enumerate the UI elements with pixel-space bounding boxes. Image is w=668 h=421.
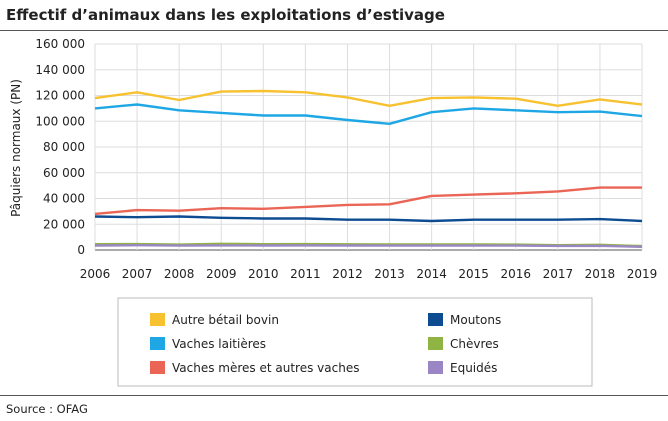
y-tick-label: 120 000	[35, 89, 85, 103]
x-tick-label: 2017	[543, 267, 574, 281]
y-tick-label: 20 000	[43, 217, 85, 231]
x-tick-label: 2018	[585, 267, 616, 281]
legend-swatch	[150, 313, 165, 326]
x-tick-labels: 2006 2007 2008 2009 2010 2011 2012 2013 2014 2015…	[80, 267, 658, 281]
y-tick-label: 40 000	[43, 192, 85, 206]
y-axis-title: Pâquiers normaux (PN)	[9, 79, 23, 217]
legend-label: Moutons	[450, 313, 501, 327]
legend-label: Equidés	[450, 361, 497, 375]
bottom-divider	[0, 395, 668, 396]
series-layer	[94, 89, 643, 248]
series-line-3	[94, 186, 642, 216]
x-tick-label: 2015	[458, 267, 489, 281]
source-note: Source : OFAG	[6, 402, 88, 416]
legend-swatch	[150, 361, 165, 374]
legend-label: Vaches laitières	[172, 337, 266, 351]
legend-label: Vaches mères et autres vaches	[172, 361, 359, 375]
x-tick-label: 2011	[290, 267, 321, 281]
legend-box	[117, 297, 593, 387]
y-tick-label: 0	[77, 243, 85, 257]
series-line-2	[94, 103, 643, 126]
x-tick-label: 2016	[500, 267, 531, 281]
y-tick-label: 80 000	[43, 140, 85, 154]
legend: Autre bétail bovin Vaches laitières Vaches…	[150, 313, 501, 375]
y-tick-label: 100 000	[35, 114, 85, 128]
legend-swatch	[150, 337, 165, 350]
x-tick-label: 2006	[80, 267, 111, 281]
y-tick-label: 60 000	[43, 166, 85, 180]
x-tick-label: 2019	[627, 267, 658, 281]
legend-swatch	[428, 361, 443, 374]
legend-label: Autre bétail bovin	[172, 313, 279, 327]
series-line-1	[94, 89, 643, 108]
y-tick-label: 140 000	[35, 63, 85, 77]
x-tick-label: 2009	[206, 267, 237, 281]
x-tick-label: 2012	[332, 267, 363, 281]
x-tick-label: 2007	[122, 267, 153, 281]
chart-title: Effectif d’animaux dans les exploitation…	[6, 6, 445, 24]
legend-swatch	[428, 313, 443, 326]
y-tick-labels: 0 20 000 40 000 60 000 80 000 100 000 120 000 1…	[35, 37, 85, 257]
x-tick-label: 2014	[416, 267, 447, 281]
x-tick-label: 2013	[374, 267, 405, 281]
legend-swatch	[428, 337, 443, 350]
series-line-6	[94, 243, 643, 248]
series-line-4	[94, 215, 643, 223]
legend-label: Chèvres	[450, 337, 499, 351]
x-tick-label: 2010	[248, 267, 279, 281]
y-tick-label: 160 000	[35, 37, 85, 51]
top-divider	[0, 30, 668, 31]
x-tick-label: 2008	[164, 267, 195, 281]
